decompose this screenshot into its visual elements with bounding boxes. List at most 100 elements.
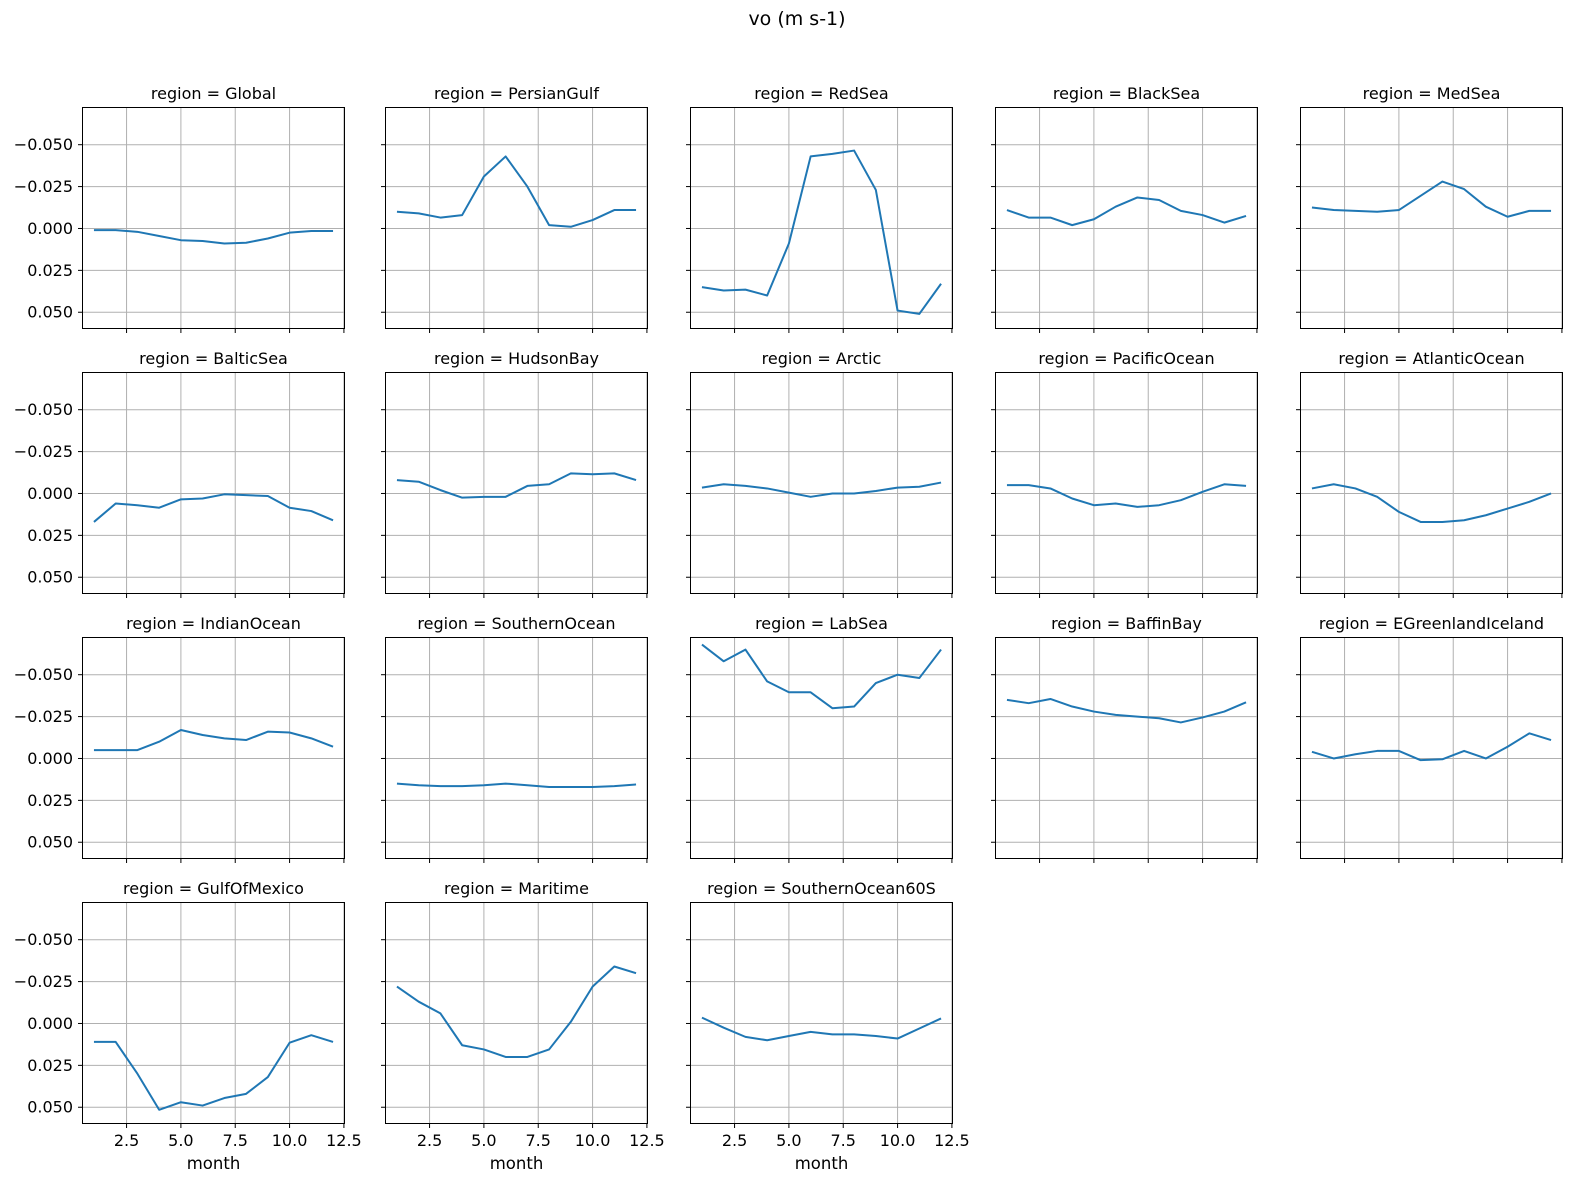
facet-title: region = BlackSea [1053, 84, 1200, 103]
axes-spines [995, 637, 1258, 859]
y-tick-label: 0.000 [27, 484, 73, 503]
axes-spines [1300, 372, 1563, 594]
subplot-SouthernOcean: region = SouthernOcean [381, 614, 648, 863]
y-tick-label: 0.050 [27, 833, 73, 852]
axes-spines [385, 902, 648, 1124]
y-tick-label: 0.025 [27, 261, 73, 280]
axes-PersianGulf: region = PersianGulf [381, 84, 648, 333]
axes-AtlanticOcean: region = AtlanticOcean [1296, 349, 1563, 598]
axes-spines [1300, 637, 1563, 859]
x-axis-label: month [187, 1154, 241, 1173]
facet-title: region = SouthernOcean [417, 614, 615, 633]
x-tick-label: 5.0 [168, 1131, 193, 1150]
data-line-MedSea [1311, 180, 1552, 218]
data-line-IndianOcean [93, 728, 334, 752]
y-tick-label: 0.025 [27, 526, 73, 545]
y-tick-label: −0.025 [14, 972, 73, 991]
subplot-GulfOfMexico: region = GulfOfMexico −0.050 −0.025 0.000 0.… [14, 879, 362, 1173]
facet-title: region = RedSea [754, 84, 888, 103]
facet-title: region = Maritime [444, 879, 589, 898]
subplot-MedSea: region = MedSea [1296, 84, 1563, 333]
data-line-BalticSea [93, 493, 334, 523]
subplot-Maritime: region = Maritime 2.5 5.0 7.5 10.0 12.5 month [381, 879, 665, 1173]
data-line-RedSea [701, 149, 942, 315]
facet-title: region = AtlanticOcean [1338, 349, 1524, 368]
axes-RedSea: region = RedSea [686, 84, 953, 333]
y-tick-label: −0.050 [14, 400, 73, 419]
axes-Global: region = Global −0.050 −0.025 0.000 0.025 0.0… [14, 84, 345, 333]
subplot-Arctic: region = Arctic [686, 349, 953, 598]
data-line-SouthernOcean [396, 782, 637, 788]
axes-Arctic: region = Arctic [686, 349, 953, 598]
axes-spines [82, 637, 345, 859]
axes-GulfOfMexico: region = GulfOfMexico −0.050 −0.025 0.000 0.… [14, 879, 362, 1173]
x-tick-label: 10.0 [272, 1131, 308, 1150]
data-line-Global [93, 229, 334, 245]
axes-spines [82, 107, 345, 329]
y-tick-label: −0.025 [14, 707, 73, 726]
facet-title: region = BaffinBay [1051, 614, 1202, 633]
y-tick-label: −0.050 [14, 135, 73, 154]
axes-spines [82, 902, 345, 1124]
x-tick-label: 2.5 [417, 1131, 442, 1150]
axes-spines [82, 372, 345, 594]
subplot-RedSea: region = RedSea [686, 84, 953, 333]
axes-spines [690, 902, 953, 1124]
subplot-PersianGulf: region = PersianGulf [381, 84, 648, 333]
x-tick-label: 7.5 [526, 1131, 551, 1150]
x-tick-label: 7.5 [831, 1131, 856, 1150]
data-line-PersianGulf [396, 155, 637, 228]
data-line-EGreenlandIceland [1311, 732, 1552, 762]
y-tick-label: 0.050 [27, 303, 73, 322]
x-tick-label: 12.5 [629, 1131, 665, 1150]
subplot-BalticSea: region = BalticSea −0.050 −0.025 0.000 0.025… [14, 349, 345, 598]
axes-EGreenlandIceland: region = EGreenlandIceland [1296, 614, 1563, 863]
facet-title: region = Global [151, 84, 276, 103]
figure-title: vo (m s-1) [748, 8, 846, 30]
subplot-IndianOcean: region = IndianOcean −0.050 −0.025 0.000 0.0… [14, 614, 345, 863]
axes-spines [385, 107, 648, 329]
facet-title: region = HudsonBay [434, 349, 599, 368]
axes-Maritime: region = Maritime 2.5 5.0 7.5 10.0 12.5 month [381, 879, 665, 1173]
axes-BalticSea: region = BalticSea −0.050 −0.025 0.000 0.025… [14, 349, 345, 598]
x-axis-label: month [490, 1154, 544, 1173]
facet-title: region = IndianOcean [126, 614, 301, 633]
x-tick-label: 12.5 [326, 1131, 362, 1150]
subplot-BlackSea: region = BlackSea [991, 84, 1258, 333]
x-tick-label: 2.5 [722, 1131, 747, 1150]
axes-BlackSea: region = BlackSea [991, 84, 1258, 333]
axes-spines [690, 637, 953, 859]
y-tick-label: 0.000 [27, 1014, 73, 1033]
axes-IndianOcean: region = IndianOcean −0.050 −0.025 0.000 0.0… [14, 614, 345, 863]
data-line-LabSea [701, 643, 942, 710]
axes-spines [995, 372, 1258, 594]
subplot-PacificOcean: region = PacificOcean [991, 349, 1258, 598]
facet-title: region = PersianGulf [434, 84, 599, 103]
data-line-PacificOcean [1006, 483, 1247, 508]
x-tick-label: 10.0 [880, 1131, 916, 1150]
facet-title: region = GulfOfMexico [123, 879, 304, 898]
subplot-HudsonBay: region = HudsonBay [381, 349, 648, 598]
x-axis-label: month [795, 1154, 849, 1173]
axes-spines [690, 372, 953, 594]
axes-PacificOcean: region = PacificOcean [991, 349, 1258, 598]
data-line-BlackSea [1006, 196, 1247, 227]
axes-spines [385, 372, 648, 594]
subplot-BaffinBay: region = BaffinBay [991, 614, 1258, 863]
x-tick-label: 12.5 [934, 1131, 970, 1150]
axes-SouthernOcean60S: region = SouthernOcean60S 2.5 5.0 7.5 10.0 12… [686, 879, 970, 1173]
subplot-SouthernOcean60S: region = SouthernOcean60S 2.5 5.0 7.5 10.0 12… [686, 879, 970, 1173]
data-line-AtlanticOcean [1311, 483, 1552, 523]
facet-title: region = SouthernOcean60S [707, 879, 936, 898]
data-line-GulfOfMexico [93, 1034, 334, 1111]
axes-SouthernOcean: region = SouthernOcean [381, 614, 648, 863]
x-tick-label: 2.5 [114, 1131, 139, 1150]
y-tick-label: 0.025 [27, 1056, 73, 1075]
axes-MedSea: region = MedSea [1296, 84, 1563, 333]
y-tick-label: −0.025 [14, 177, 73, 196]
y-tick-label: −0.050 [14, 930, 73, 949]
facet-title: region = BalticSea [139, 349, 288, 368]
subplot-AtlanticOcean: region = AtlanticOcean [1296, 349, 1563, 598]
facet-title: region = MedSea [1363, 84, 1501, 103]
